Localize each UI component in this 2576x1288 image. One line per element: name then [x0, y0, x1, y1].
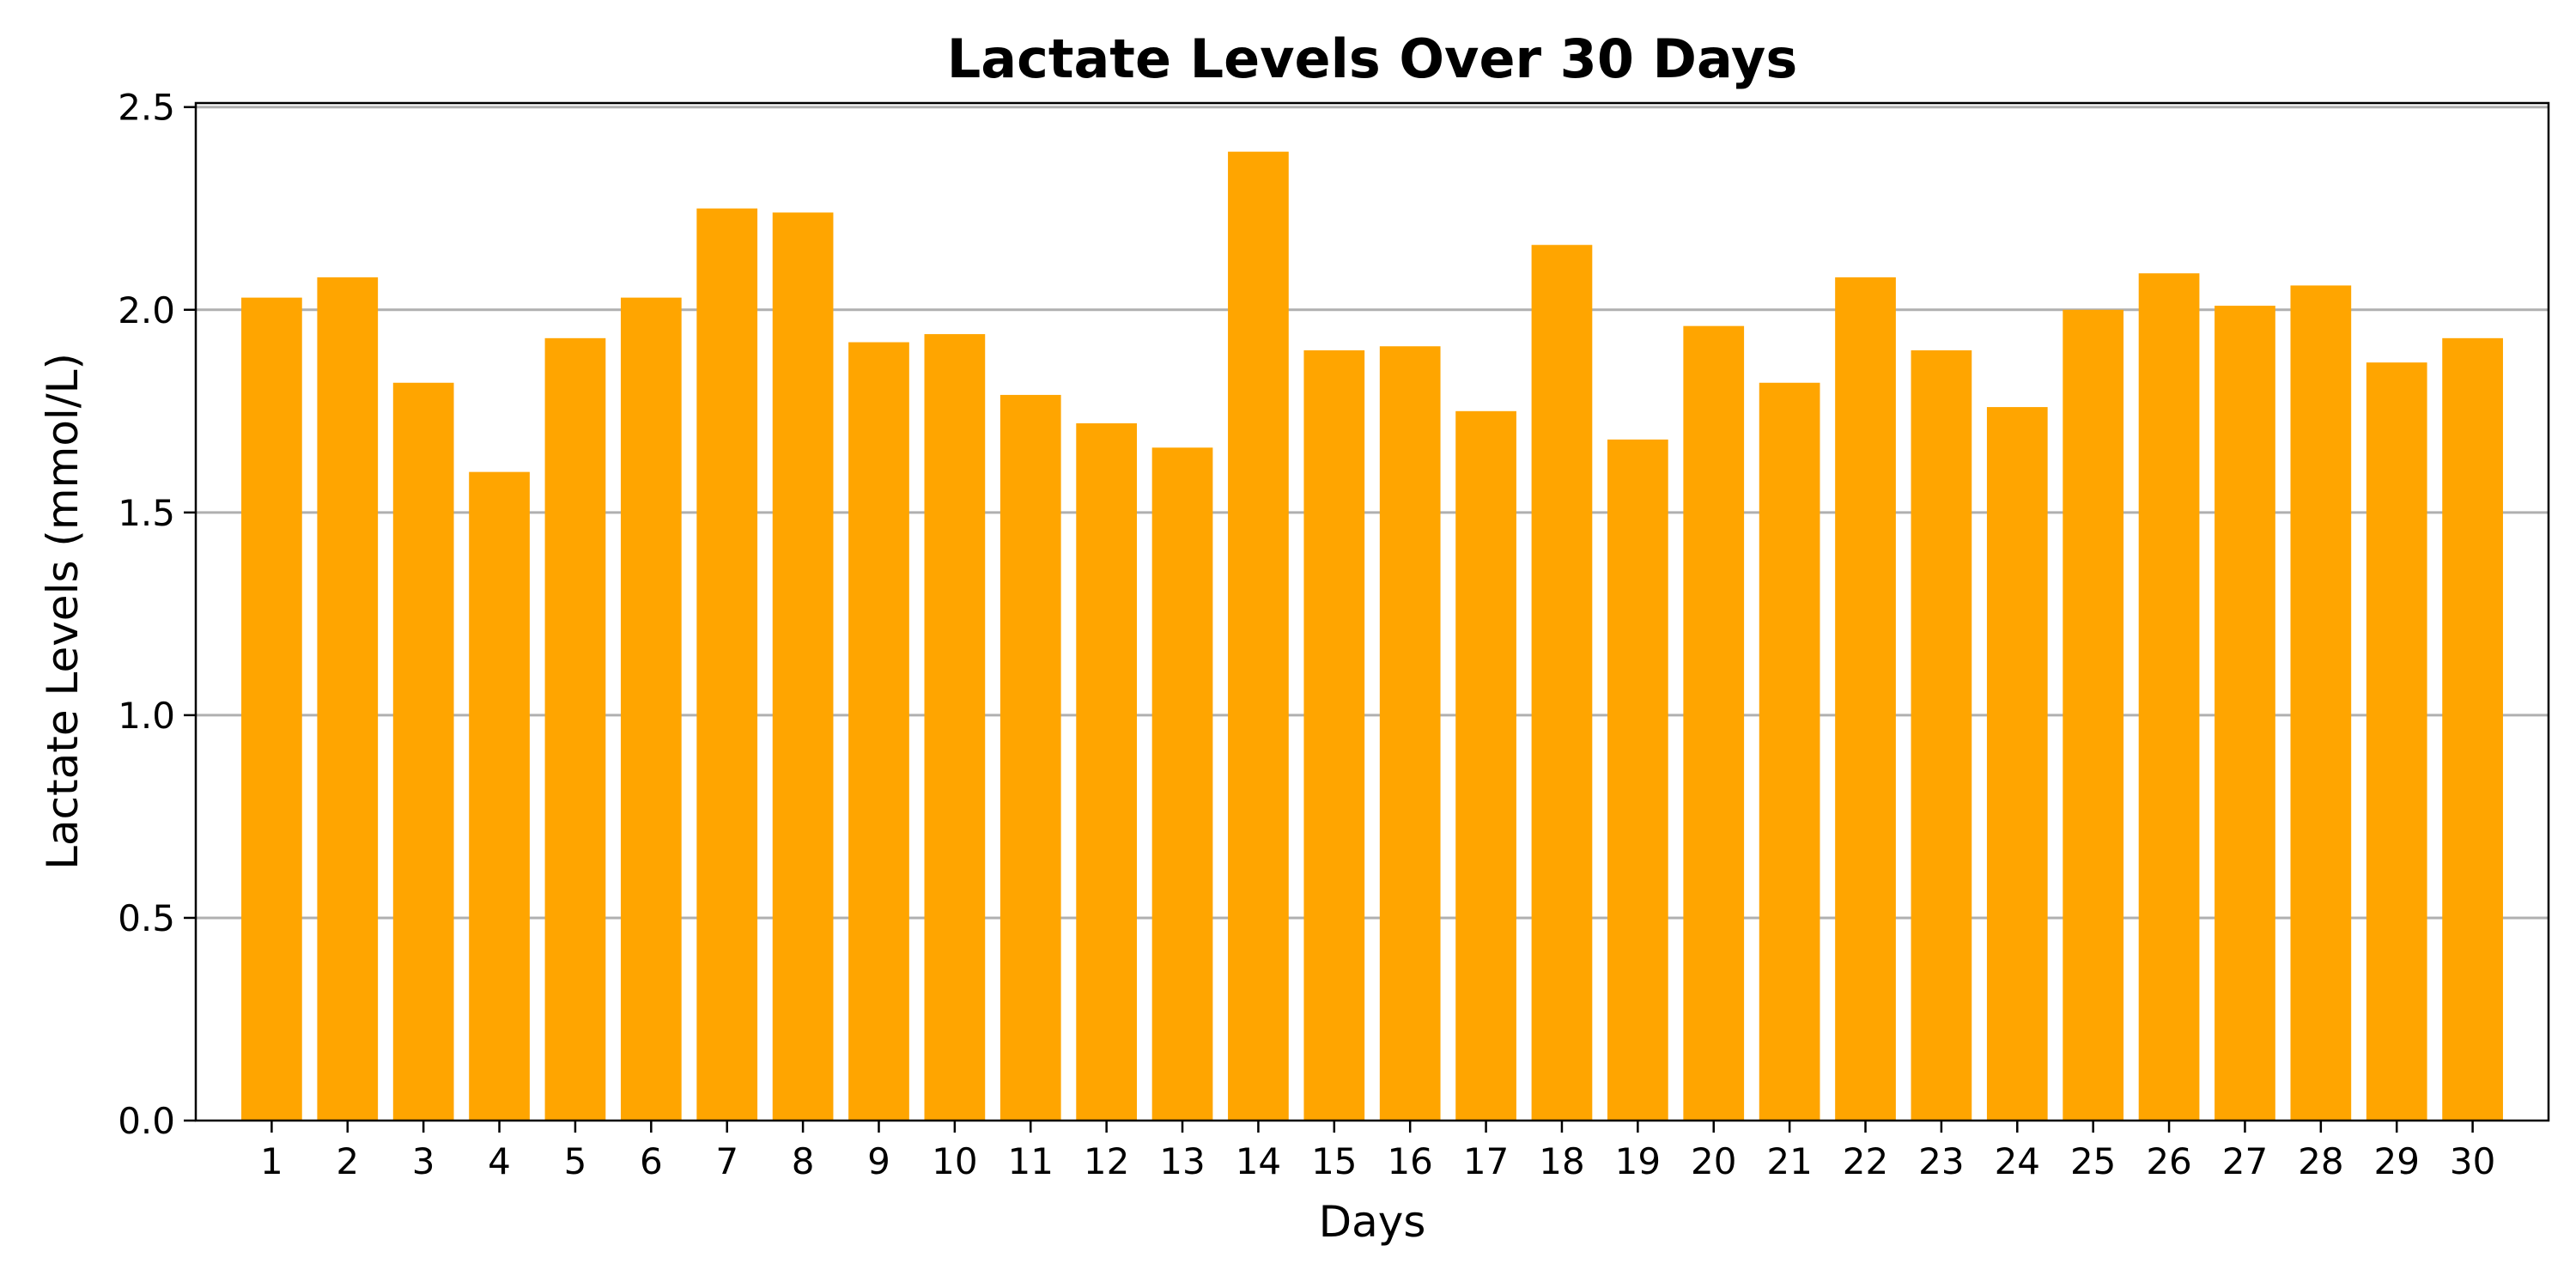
x-axis-ticks: 1 2 3 4 5 6 7 8 9 10 11 12 13 14 15 16 17 18 19 20 21 22 23 24 2…: [260, 1121, 2495, 1182]
x-tick-label: 26: [2146, 1140, 2191, 1182]
x-tick-label: 8: [792, 1140, 815, 1182]
bar: [2366, 362, 2427, 1121]
y-tick-label: 1.0: [118, 695, 175, 737]
y-tick-label: 0.0: [118, 1100, 175, 1142]
x-tick-label: 19: [1615, 1140, 1661, 1182]
bar: [1531, 245, 1593, 1121]
x-tick-label: 17: [1463, 1140, 1509, 1182]
plot-frame: [194, 101, 2550, 1122]
x-tick-label: 28: [2298, 1140, 2343, 1182]
x-tick-label: 14: [1236, 1140, 1281, 1182]
bar: [241, 297, 302, 1121]
y-tick-label: 0.5: [118, 897, 175, 939]
bar: [2290, 285, 2352, 1121]
x-tick-label: 29: [2373, 1140, 2419, 1182]
bar: [1151, 447, 1213, 1121]
bar: [392, 382, 454, 1121]
bar: [469, 471, 530, 1121]
x-tick-label: 2: [336, 1140, 359, 1182]
y-tick-label: 1.5: [118, 492, 175, 534]
x-tick-label: 25: [2070, 1140, 2116, 1182]
bar: [1607, 439, 1668, 1121]
bar: [1759, 382, 1820, 1121]
x-tick-label: 24: [1995, 1140, 2040, 1182]
x-tick-label: 18: [1539, 1140, 1584, 1182]
bar: [2138, 273, 2200, 1121]
bar: [1455, 410, 1516, 1121]
x-tick-label: 15: [1311, 1140, 1357, 1182]
x-tick-label: 23: [1918, 1140, 1964, 1182]
bar: [544, 337, 606, 1121]
bar: [1683, 325, 1745, 1121]
bar: [696, 208, 758, 1121]
y-axis-label: Lactate Levels (mmol/L): [38, 353, 88, 870]
bar: [772, 212, 834, 1121]
bar: [999, 394, 1061, 1121]
bar: [1303, 349, 1365, 1121]
bar: [1379, 346, 1441, 1121]
x-tick-label: 12: [1084, 1140, 1129, 1182]
bar: [1228, 151, 1289, 1121]
x-tick-label: 11: [1008, 1140, 1054, 1182]
bar: [1986, 407, 2048, 1121]
x-tick-label: 13: [1159, 1140, 1205, 1182]
chart-title: Lactate Levels Over 30 Days: [947, 27, 1798, 90]
bars: [241, 151, 2503, 1121]
bar: [2063, 309, 2124, 1121]
x-tick-label: 3: [412, 1140, 435, 1182]
bar: [620, 297, 682, 1121]
y-tick-label: 2.5: [118, 87, 175, 129]
bar: [1911, 349, 1972, 1121]
x-tick-label: 22: [1843, 1140, 1888, 1182]
bar: [1076, 422, 1137, 1121]
x-tick-label: 30: [2450, 1140, 2495, 1182]
bar: [2215, 306, 2275, 1121]
x-tick-label: 9: [867, 1140, 890, 1182]
x-tick-label: 6: [640, 1140, 663, 1182]
x-tick-label: 1: [260, 1140, 283, 1182]
bar: [317, 277, 379, 1121]
x-tick-label: 4: [488, 1140, 511, 1182]
x-axis-label: Days: [1319, 1197, 1426, 1247]
x-tick-label: 7: [715, 1140, 738, 1182]
x-tick-label: 5: [564, 1140, 587, 1182]
y-tick-label: 2.0: [118, 289, 175, 331]
bar: [2442, 337, 2503, 1121]
bar: [848, 342, 909, 1121]
y-axis-ticks: 0.0 0.5 1.0 1.5 2.0 2.5: [118, 87, 196, 1142]
x-tick-label: 27: [2222, 1140, 2268, 1182]
x-tick-label: 16: [1387, 1140, 1432, 1182]
bar: [1835, 277, 1896, 1121]
x-tick-label: 10: [932, 1140, 977, 1182]
x-tick-label: 20: [1691, 1140, 1736, 1182]
bar: [924, 334, 986, 1121]
x-tick-label: 21: [1766, 1140, 1812, 1182]
